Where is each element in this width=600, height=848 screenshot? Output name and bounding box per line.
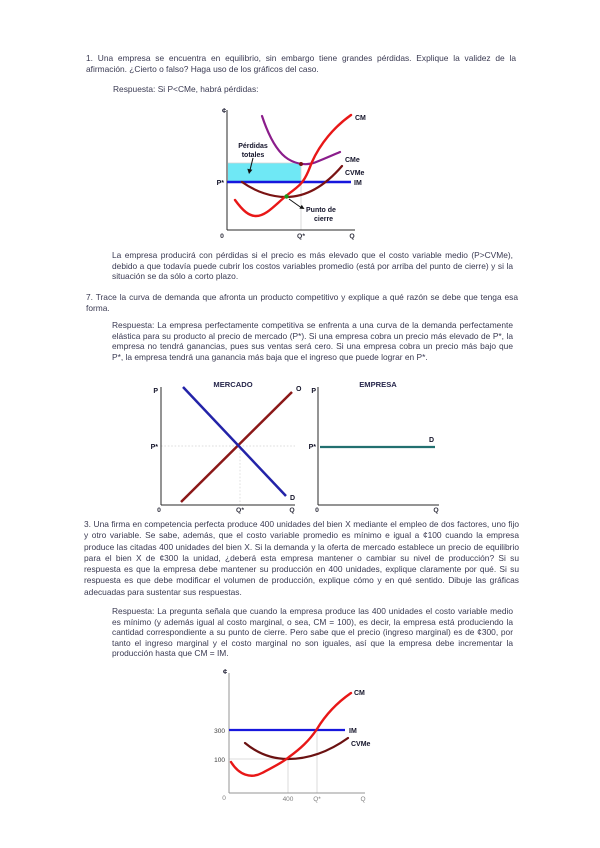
y-100-tick: 100 [214,757,225,764]
p-star-label: P* [309,444,317,451]
shutdown-point-dot [284,194,289,199]
q-star-tick: Q* [313,796,321,803]
market-chart: MERCADO P P* O D 0 Q* Q [151,380,302,514]
p-axis-label: P [153,388,158,395]
shutdown-annotation-line1: Punto de [306,207,336,214]
question-7-answer: Respuesta: La empresa perfectamente comp… [112,320,513,362]
shutdown-annotation-line2: cierre [314,216,333,223]
q-star-tick: Q* [297,233,305,240]
firm-title: EMPRESA [359,380,397,389]
im-label: IM [349,728,357,735]
p-star-label: P* [151,444,159,451]
origin-tick: 0 [220,233,224,240]
y-axis-currency-label: ¢ [222,106,226,115]
question-7-text: 7. Trace la curva de demanda que afronta… [86,292,518,313]
supply-label: O [296,386,302,393]
cme-minimum-dot [299,162,303,166]
question-1-text: 1. Una empresa se encuentra en equilibri… [86,53,516,74]
q-axis-label: Q [289,507,294,514]
losses-annotation-line2: totales [242,152,265,159]
shutdown-arrow-line [288,198,302,208]
question-1-answer-body: La empresa producirá con pérdidas si el … [112,250,513,282]
demand-label: D [429,437,434,444]
x-400-tick: 400 [283,796,294,803]
cme-label: CMe [345,157,360,164]
cme-curve [260,114,342,166]
q-axis-label: Q [349,233,354,240]
loss-diagram-chart: ¢ CM CMe CVMe IM P* Pérdidas totales Pun… [217,106,366,240]
question-3-answer: Respuesta: La pregunta señala que cuando… [112,606,513,659]
demand-line [182,386,287,497]
cm-curve [233,113,353,218]
p-axis-label: P [311,388,316,395]
total-losses-area [228,163,301,182]
demand-label: D [290,495,295,502]
cm-curve [229,691,353,777]
question-1-answer-intro: Respuesta: Si P<CMe, habrá pérdidas: [113,84,259,94]
im-label: IM [354,180,362,187]
production-decision-chart: ¢ 300 100 CM IM CVMe 0 400 Q* Q [214,667,371,803]
losses-arrow-line [249,157,254,171]
market-title: MERCADO [213,380,252,389]
firm-chart: EMPRESA P P* D 0 Q [309,380,439,514]
q-axis-label: Q [433,507,438,514]
cm-label: CM [354,690,365,697]
cvme-curve [243,736,350,761]
y-300-tick: 300 [214,728,225,735]
origin-tick: 0 [222,795,226,802]
q-star-tick: Q* [236,507,244,514]
q-axis-label: Q [360,796,365,803]
origin-tick: 0 [315,507,319,514]
supply-line [180,391,293,503]
question-3-text: 3. Una firma en competencia perfecta pro… [84,519,519,597]
cvme-label: CVMe [345,170,365,177]
shutdown-arrow-head [299,204,305,209]
cvme-label: CVMe [351,741,371,748]
origin-tick: 0 [157,507,161,514]
cm-label: CM [355,115,366,122]
y-axis-currency-label: ¢ [223,667,227,676]
losses-annotation-line1: Pérdidas [238,143,268,150]
p-star-label: P* [217,180,225,187]
